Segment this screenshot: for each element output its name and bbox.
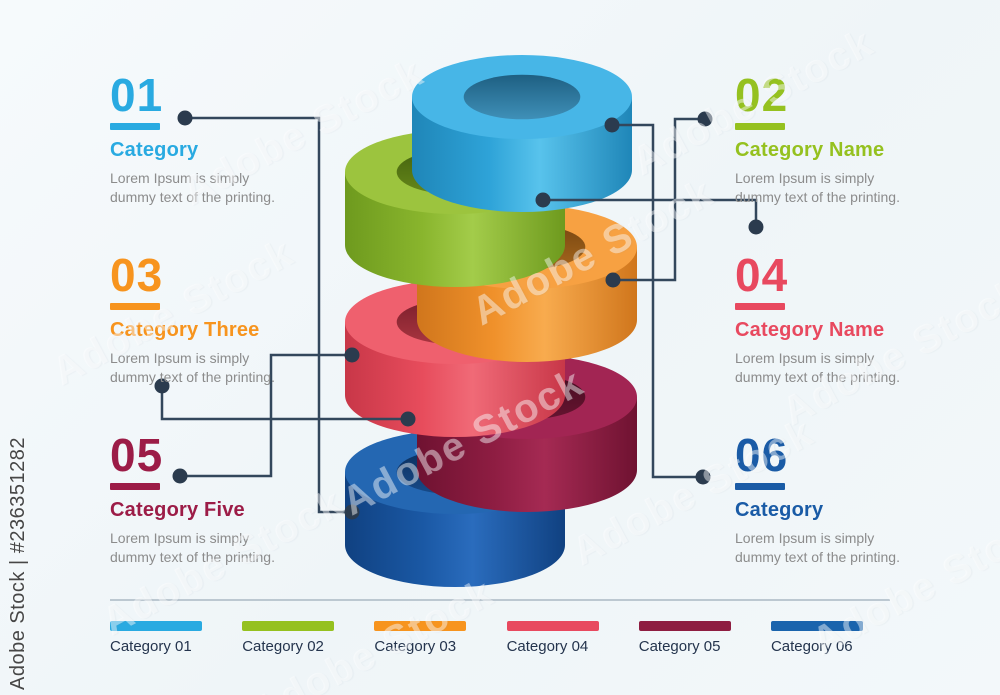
category-03-title: Category Three [110,319,260,341]
ring-dot-04 [344,347,360,363]
legend-item: Category 04 [506,621,625,655]
legend-item-label: Category 02 [242,638,324,655]
text-dot-06 [695,469,711,485]
category-02-description: Lorem Ipsum is simply dummy text of the … [735,170,900,205]
text-dot-03 [154,378,170,394]
text-dot-02 [697,111,713,127]
text-dot-01 [177,110,193,126]
legend-color-bar [770,621,863,631]
category-04-title: Category Name [735,319,885,341]
category-block-04: 04 Category Name Lorem Ipsum is simply d… [735,251,917,387]
legend-item-label: Category 04 [506,638,589,655]
category-06-title: Category [735,499,824,521]
category-block-02: 02 Category Name Lorem Ipsum is simply d… [735,71,917,207]
legend-item: Category 03 [374,621,492,655]
connector-line-05 [180,353,352,478]
legend-item: Category 06 [770,621,889,655]
category-block-06: 06 Category Lorem Ipsum is simply dummy … [735,431,917,567]
category-block-03: 03 Category Three Lorem Ipsum is simply … [110,251,292,387]
category-03-underline [110,303,160,310]
category-06-number: 06 [735,429,789,481]
category-05-underline [110,483,160,490]
legend-color-bar [110,621,202,631]
ring-dot-06 [344,504,360,520]
ring-dot-03 [605,272,621,288]
category-03-number: 03 [110,249,164,301]
legend-color-bar [506,621,599,631]
legend-color-bar [242,621,335,631]
legend-item-label: Category 05 [638,638,721,655]
ring-1-cyan [412,55,632,212]
category-05-number: 05 [110,429,164,481]
category-block-05: 05 Category Five Lorem Ipsum is simply d… [110,431,292,567]
text-dot-04 [748,219,764,235]
category-02-title: Category Name [735,139,885,161]
category-04-underline [735,303,785,310]
text-dot-05 [172,468,188,484]
legend-item-label: Category 06 [770,638,853,655]
legend-item-label: Category 03 [374,638,457,655]
legend-item: Category 01 [110,621,228,655]
legend-divider [110,599,890,601]
legend-color-bar [374,621,467,631]
category-04-description: Lorem Ipsum is simply dummy text of the … [735,350,900,385]
category-01-number: 01 [110,69,164,121]
category-01-description: Lorem Ipsum is simply dummy text of the … [110,170,275,205]
category-04-number: 04 [735,249,789,301]
ring-dot-05 [400,411,416,427]
category-05-title: Category Five [110,499,245,521]
category-01-title: Category [110,139,199,161]
legend-item-label: Category 01 [110,638,192,655]
category-06-underline [735,483,785,490]
connector-line-04 [543,198,758,227]
category-05-description: Lorem Ipsum is simply dummy text of the … [110,530,275,565]
category-02-underline [735,123,785,130]
category-02-number: 02 [735,69,789,121]
category-01-underline [110,123,160,130]
category-03-description: Lorem Ipsum is simply dummy text of the … [110,350,275,385]
connector-line-06 [612,123,703,479]
legend-item: Category 02 [242,621,360,655]
ring-dot-01 [604,117,620,133]
category-06-description: Lorem Ipsum is simply dummy text of the … [735,530,900,565]
connector-line-01 [185,116,352,514]
legend-item: Category 05 [638,621,757,655]
category-block-01: 01 Category Lorem Ipsum is simply dummy … [110,71,292,207]
adobe-stock-watermark: Adobe Stock | #236351282 [7,437,29,690]
connector-line-03 [160,386,408,421]
ring-dot-02 [535,192,551,208]
legend-color-bar [638,621,731,631]
legend: Category 01 Category 02 Category 03 Cate… [110,621,889,655]
